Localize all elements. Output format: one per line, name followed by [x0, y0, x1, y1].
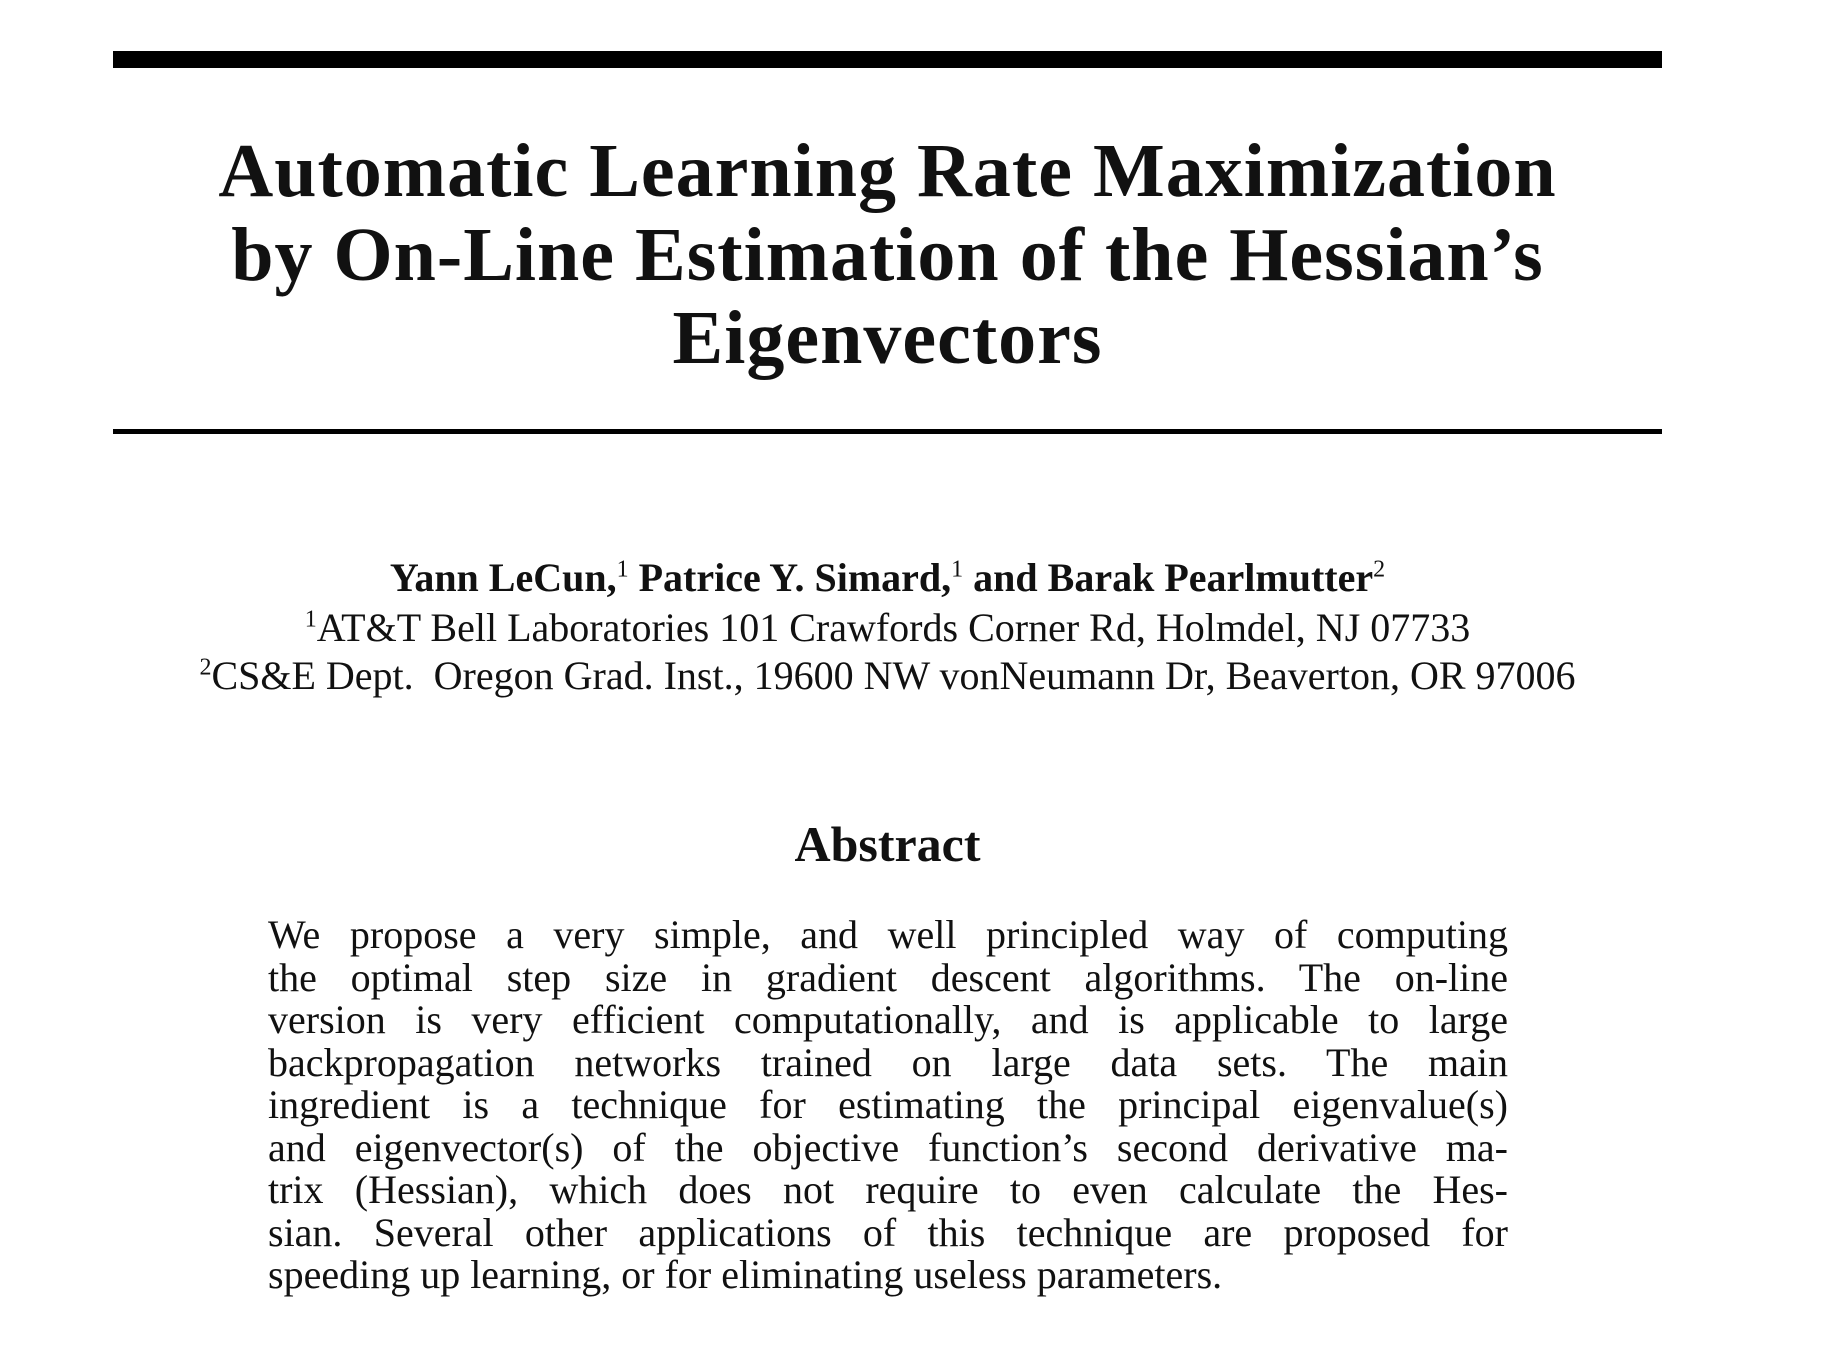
abstract-line: backpropagation networks trained on larg…	[268, 1039, 1508, 1085]
affiliation-text-2: CS&E Dept. Oregon Grad. Inst., 19600 NW …	[211, 653, 1576, 698]
affiliation-text-1: AT&T Bell Laboratories 101 Crawfords Cor…	[316, 605, 1471, 650]
bottom-rule	[113, 429, 1662, 434]
author-name-2: Patrice Y. Simard,	[638, 555, 952, 600]
paper-title: Automatic Learning Rate Maximization by …	[0, 129, 1775, 381]
abstract-line: and eigenvector(s) of the objective func…	[268, 1124, 1508, 1170]
author-block: Yann LeCun,1 Patrice Y. Simard,1 and Bar…	[0, 552, 1775, 700]
author-list: Yann LeCun,1 Patrice Y. Simard,1 and Bar…	[0, 552, 1775, 604]
affiliation-mark-2: 2	[199, 654, 212, 681]
abstract-line: version is very efficient computationall…	[268, 997, 1508, 1042]
abstract-line: sian. Several other applications of this…	[268, 1209, 1508, 1255]
abstract-body: We propose a very simple, and well princ…	[268, 912, 1508, 1297]
abstract-line: speeding up learning, or for eliminating…	[268, 1252, 1223, 1297]
affiliation-1: 1AT&T Bell Laboratories 101 Crawfords Co…	[0, 604, 1775, 652]
author-mark-2: 1	[951, 556, 964, 583]
abstract-line: trix (Hessian), which does not require t…	[268, 1167, 1508, 1212]
abstract-line: the optimal step size in gradient descen…	[268, 954, 1508, 1000]
top-rule	[113, 51, 1662, 68]
author-mark-3: 2	[1373, 556, 1386, 583]
author-name-1: Yann LeCun,	[389, 555, 617, 600]
title-line-1: Automatic Learning Rate Maximization	[218, 129, 1557, 213]
abstract-line: We propose a very simple, and well princ…	[268, 912, 1508, 957]
title-line-2: by On-Line Estimation of the Hessian’s	[231, 212, 1544, 297]
abstract-heading: Abstract	[794, 816, 981, 872]
affiliation-2: 2CS&E Dept. Oregon Grad. Inst., 19600 NW…	[0, 652, 1775, 700]
author-mark-1: 1	[616, 556, 629, 583]
abstract-line: ingredient is a technique for estimating…	[268, 1082, 1508, 1127]
title-line-3: Eigenvectors	[672, 296, 1103, 381]
affiliation-mark-1: 1	[304, 606, 317, 633]
author-name-3: and Barak Pearlmutter	[973, 555, 1374, 600]
